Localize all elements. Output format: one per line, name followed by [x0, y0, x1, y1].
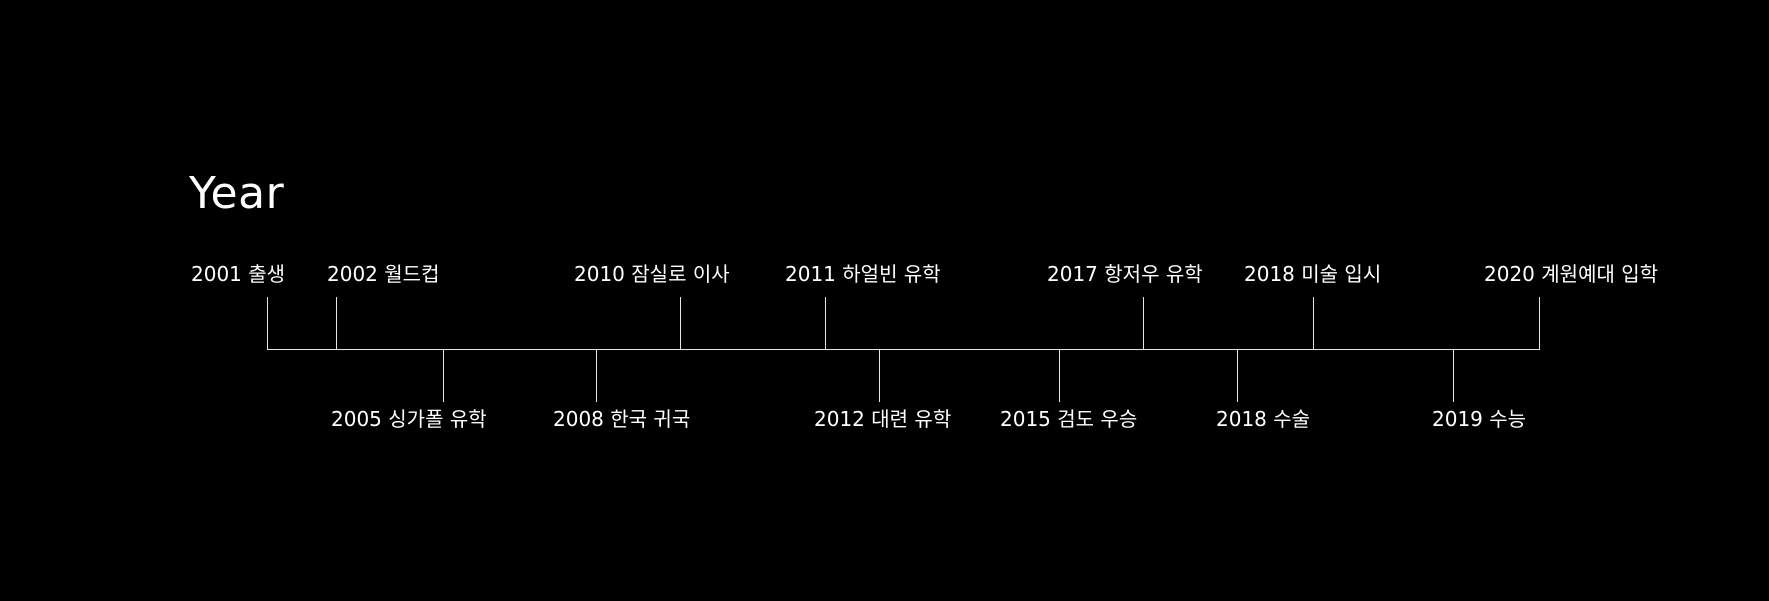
- event-year: 2010: [574, 262, 625, 286]
- event-label: 2018 수술: [1216, 407, 1310, 431]
- timeline-tick: [879, 350, 880, 402]
- event-label: 2002 월드컵: [327, 262, 439, 286]
- event-year: 2008: [553, 407, 604, 431]
- event-text: 월드컵: [384, 262, 440, 286]
- event-label: 2018 미술 입시: [1244, 262, 1381, 286]
- timeline-tick: [825, 297, 826, 349]
- event-year: 2002: [327, 262, 378, 286]
- event-text: 계원예대 입학: [1541, 262, 1659, 286]
- event-label: 2020 계원예대 입학: [1484, 262, 1658, 286]
- timeline-axis: [267, 349, 1540, 350]
- event-label: 2011 하얼빈 유학: [785, 262, 941, 286]
- event-year: 2019: [1432, 407, 1483, 431]
- timeline-tick: [596, 350, 597, 402]
- event-year: 2020: [1484, 262, 1535, 286]
- event-text: 수술: [1273, 407, 1311, 431]
- event-year: 2012: [814, 407, 865, 431]
- event-text: 수능: [1489, 407, 1527, 431]
- event-label: 2015 검도 우승: [1000, 407, 1137, 431]
- event-text: 검도 우승: [1057, 407, 1138, 431]
- event-label: 2017 항저우 유학: [1047, 262, 1203, 286]
- event-year: 2018: [1216, 407, 1267, 431]
- event-label: 2008 한국 귀국: [553, 407, 690, 431]
- event-text: 항저우 유학: [1104, 262, 1203, 286]
- event-text: 잠실로 이사: [631, 262, 730, 286]
- timeline-tick: [1453, 350, 1454, 402]
- event-label: 2012 대련 유학: [814, 407, 951, 431]
- event-text: 싱가폴 유학: [388, 407, 487, 431]
- event-text: 미술 입시: [1301, 262, 1382, 286]
- event-year: 2017: [1047, 262, 1098, 286]
- page-title: Year: [189, 168, 285, 219]
- timeline-tick: [1237, 350, 1238, 402]
- event-year: 2005: [331, 407, 382, 431]
- timeline-tick: [1059, 350, 1060, 402]
- event-label: 2010 잠실로 이사: [574, 262, 730, 286]
- timeline-tick: [1143, 297, 1144, 349]
- timeline-tick: [267, 297, 268, 349]
- event-text: 출생: [248, 262, 286, 286]
- event-label: 2005 싱가폴 유학: [331, 407, 487, 431]
- timeline-tick: [1539, 297, 1540, 349]
- event-label: 2019 수능: [1432, 407, 1526, 431]
- event-text: 한국 귀국: [610, 407, 691, 431]
- event-text: 하얼빈 유학: [842, 262, 941, 286]
- event-text: 대련 유학: [871, 407, 952, 431]
- timeline-tick: [1313, 297, 1314, 349]
- timeline-tick: [680, 297, 681, 349]
- timeline-tick: [336, 297, 337, 349]
- event-year: 2018: [1244, 262, 1295, 286]
- event-year: 2001: [191, 262, 242, 286]
- event-year: 2011: [785, 262, 836, 286]
- event-year: 2015: [1000, 407, 1051, 431]
- event-label: 2001 출생: [191, 262, 285, 286]
- timeline-tick: [443, 350, 444, 402]
